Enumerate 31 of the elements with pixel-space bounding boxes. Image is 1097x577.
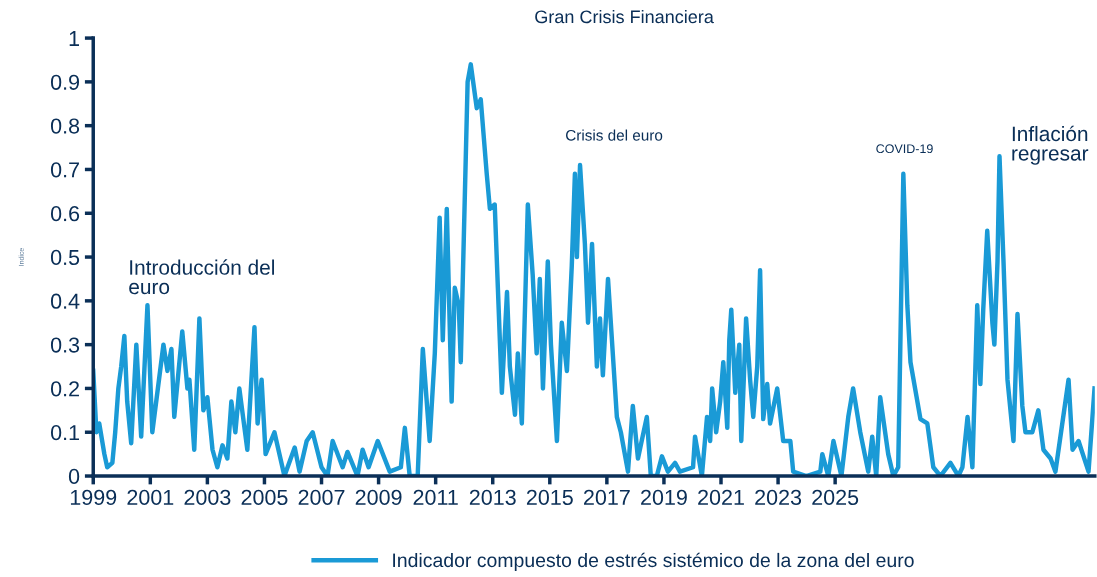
annotation: COVID-19 — [876, 144, 933, 154]
x-tick-label: 2021 — [698, 489, 744, 506]
y-tick-label: 0 — [68, 468, 80, 485]
x-tick-label: 2011 — [413, 489, 458, 506]
y-tick-label: 0.6 — [50, 206, 80, 222]
y-tick-label: 0.9 — [50, 74, 80, 90]
y-tick-label: 1 — [69, 31, 79, 46]
y-tick-label: 0.4 — [50, 293, 80, 309]
x-tick-label: 2017 — [584, 489, 630, 506]
x-tick-label: 2025 — [812, 489, 859, 506]
y-tick-label: 0.5 — [50, 249, 80, 266]
x-tick-label: 2003 — [184, 489, 231, 506]
x-tick-label: 2009 — [355, 489, 402, 506]
x-tick-label: 2007 — [298, 489, 345, 506]
x-tick-label: 2023 — [755, 489, 802, 506]
text: Gran Crisis Financiera — [535, 9, 714, 24]
x-tick-label: 2005 — [241, 489, 288, 506]
y-tick-label: 0.2 — [50, 381, 79, 397]
annotation: Crisis del euro — [566, 129, 663, 141]
y-tick-label: 0.3 — [50, 337, 80, 353]
y-tick-label: 0.1 — [50, 425, 79, 441]
annotation: Introducción del euro — [129, 259, 274, 295]
x-tick-label: 2001 — [127, 489, 174, 506]
x-tick-label: 2013 — [469, 489, 516, 506]
y-tick-label: 0.8 — [50, 118, 80, 134]
x-tick-label: 2019 — [641, 489, 687, 506]
annotation: Inflación regresar — [1012, 125, 1089, 165]
x-tick-label: 1999 — [70, 489, 117, 506]
y-tick-label: 0.7 — [50, 162, 79, 178]
legend-label: Indicador compuesto de estrés sistémico de la zona del euro — [393, 552, 914, 571]
x-tick-label: 2015 — [526, 489, 573, 506]
